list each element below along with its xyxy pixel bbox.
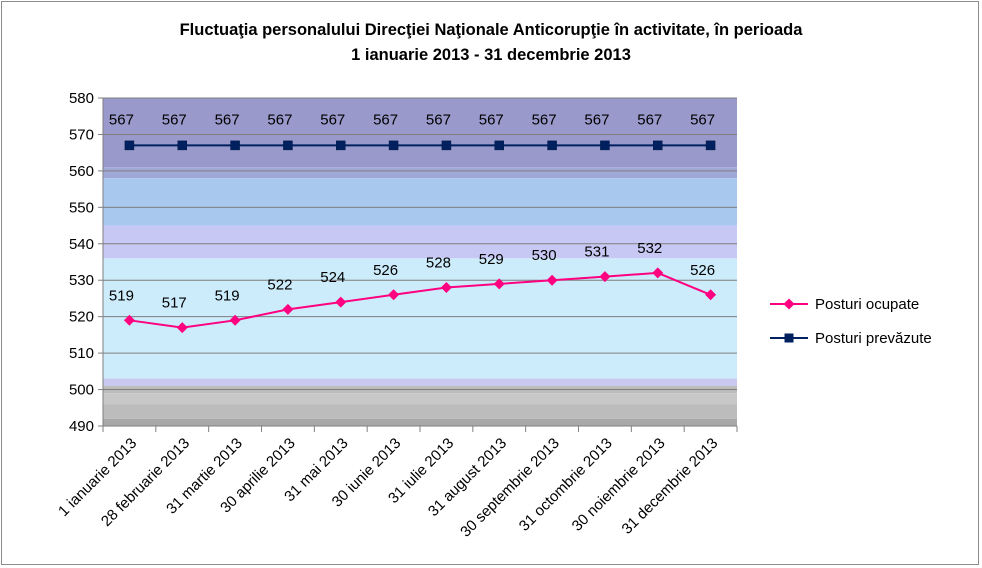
data-point-ocupate	[282, 303, 294, 315]
data-label: 519	[215, 287, 240, 304]
y-tick-label: 560	[69, 163, 94, 180]
plot-band-9	[103, 418, 737, 426]
plot-band-0	[103, 98, 737, 168]
data-point-prevazute	[230, 140, 240, 151]
data-point-prevazute	[547, 140, 557, 151]
data-label: 567	[532, 111, 557, 128]
plot-band-7	[103, 393, 737, 405]
data-label: 528	[426, 255, 451, 272]
data-point-ocupate	[123, 314, 135, 326]
data-point-ocupate	[176, 322, 188, 334]
data-label: 567	[109, 111, 134, 128]
x-tick-label: 31 decembrie 2013	[619, 435, 722, 538]
y-tick-label: 570	[69, 126, 94, 143]
plot-band-8	[103, 404, 737, 419]
x-tick-label: 30 septembrie 2013	[457, 435, 563, 541]
x-tick-label: 31 octombrie 2013	[516, 435, 616, 535]
plot-band-2	[103, 178, 737, 226]
data-label: 526	[373, 262, 398, 279]
y-tick-label: 580	[69, 90, 94, 107]
plot-band-1	[103, 167, 737, 179]
y-tick-label: 530	[69, 272, 94, 289]
y-tick-label: 520	[69, 309, 94, 326]
plot-band-3	[103, 225, 737, 259]
data-label: 567	[479, 111, 504, 128]
data-point-ocupate	[705, 289, 717, 301]
data-point-prevazute	[336, 140, 346, 151]
legend-label: Posturi prevăzute	[815, 330, 932, 347]
legend-marker-prevazute	[784, 333, 794, 343]
data-point-ocupate	[652, 267, 664, 279]
data-label: 567	[373, 111, 398, 128]
legend-marker-ocupate	[783, 298, 795, 310]
x-tick-label: 30 noiembrie 2013	[569, 435, 669, 535]
data-point-prevazute	[653, 140, 663, 151]
series-line-0	[129, 271, 711, 329]
data-label: 530	[532, 247, 557, 264]
chart-title-line2: 1 ianuarie 2013 - 31 decembrie 2013	[351, 46, 631, 64]
data-point-ocupate	[546, 274, 558, 286]
data-point-prevazute	[705, 140, 716, 151]
data-point-ocupate	[493, 278, 505, 290]
data-point-prevazute	[283, 140, 293, 151]
y-tick-label: 500	[69, 382, 94, 399]
data-label: 567	[267, 111, 292, 128]
data-point-prevazute	[124, 140, 135, 151]
data-label: 524	[320, 269, 345, 286]
y-tick-label: 490	[69, 418, 94, 435]
data-label: 532	[637, 240, 662, 257]
plot-band-4	[103, 258, 737, 379]
plot-band-5	[103, 378, 737, 386]
data-label: 567	[320, 111, 345, 128]
data-label: 529	[479, 251, 504, 268]
data-label: 567	[584, 111, 609, 128]
data-point-prevazute	[494, 140, 504, 151]
data-label: 517	[162, 295, 187, 312]
data-point-prevazute	[388, 140, 399, 151]
data-point-ocupate	[388, 289, 400, 301]
data-label: 526	[690, 262, 715, 279]
data-label: 531	[584, 244, 609, 261]
data-point-ocupate	[229, 314, 241, 326]
data-label: 522	[267, 276, 292, 293]
y-tick-label: 540	[69, 236, 94, 253]
chart-title-line1: Fluctuaţia personalului Direcţiei Naţion…	[179, 21, 803, 39]
data-point-prevazute	[441, 140, 452, 151]
data-label: 567	[637, 111, 662, 128]
data-point-ocupate	[440, 282, 452, 294]
data-point-prevazute	[177, 140, 187, 151]
data-point-ocupate	[335, 296, 347, 308]
data-label: 567	[426, 111, 451, 128]
data-label: 567	[215, 111, 240, 128]
y-tick-label: 550	[69, 199, 94, 216]
data-point-prevazute	[600, 140, 610, 151]
data-label: 567	[690, 111, 715, 128]
legend-label: Posturi ocupate	[815, 296, 919, 313]
x-tick-label: 28 februarie 2013	[98, 435, 193, 530]
data-label: 519	[109, 287, 134, 304]
chart-title: Fluctuaţia personalului Direcţiei Naţion…	[0, 18, 982, 68]
y-tick-label: 510	[69, 345, 94, 362]
data-label: 567	[162, 111, 187, 128]
data-point-ocupate	[599, 271, 611, 283]
